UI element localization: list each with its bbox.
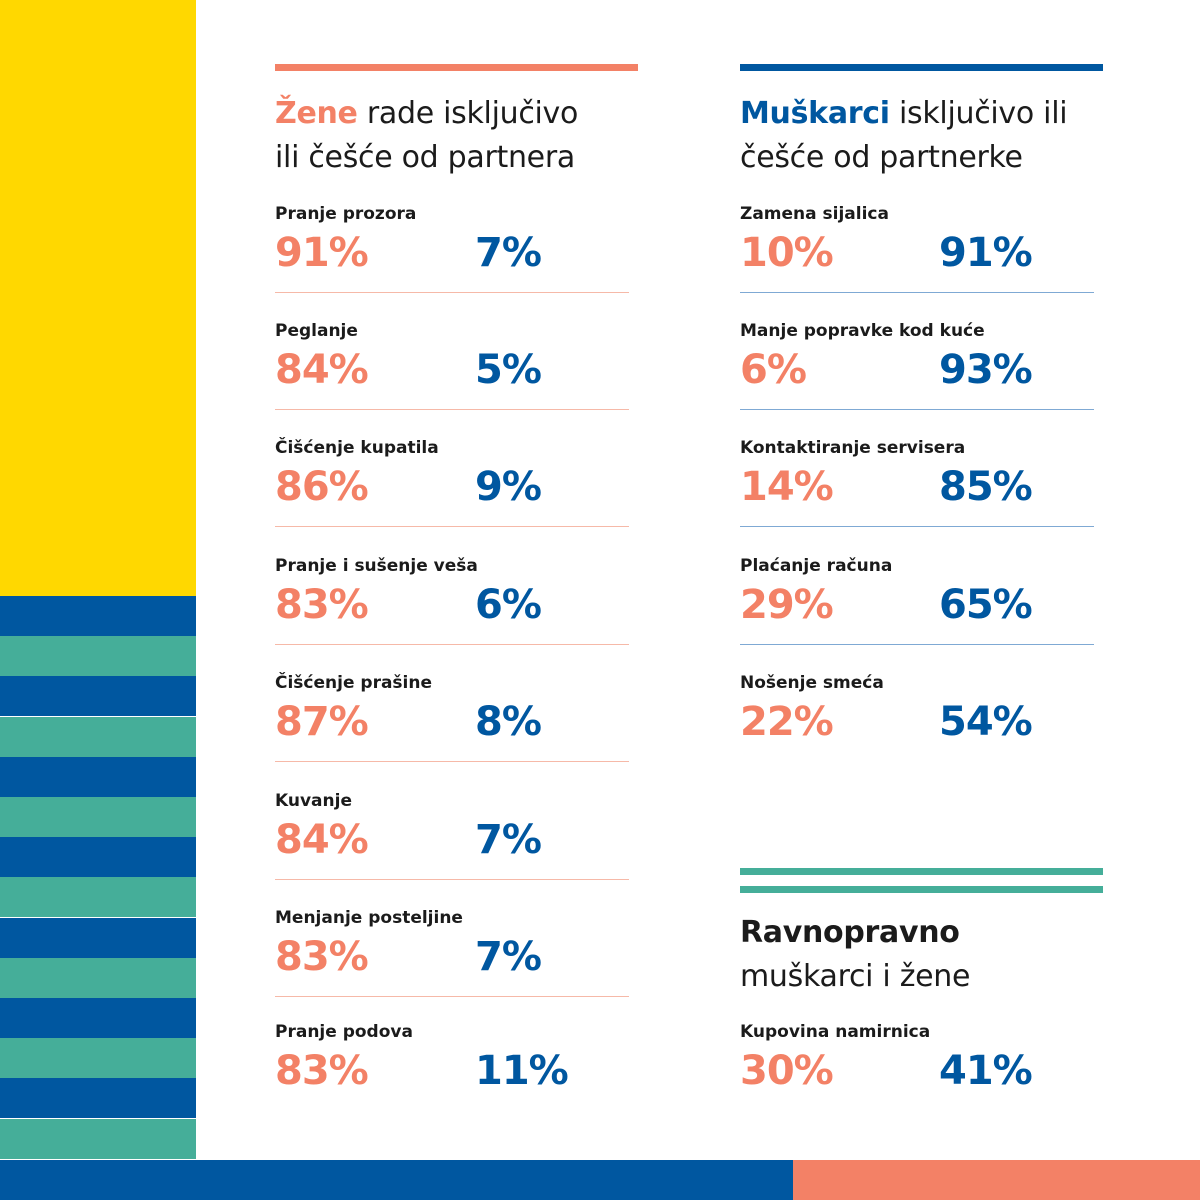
equal-title-line2: muškarci i žene xyxy=(740,959,971,994)
women-women-percent: 91% xyxy=(275,230,369,276)
women-section-top-bar xyxy=(275,64,638,71)
women-title-highlight: Žene xyxy=(275,96,358,131)
women-task-label: Pranje prozora xyxy=(275,204,417,224)
men-men-percent: 65% xyxy=(939,582,1033,628)
men-task-label: Manje popravke kod kuće xyxy=(740,321,985,341)
men-women-percent: 29% xyxy=(740,582,834,628)
stripe xyxy=(0,877,196,918)
women-title-rest: rade isključivo xyxy=(357,96,579,131)
men-women-percent: 14% xyxy=(740,464,834,510)
women-women-percent: 84% xyxy=(275,347,369,393)
equal-section-title: Ravnopravno muškarci i žene xyxy=(740,911,1140,999)
stripe xyxy=(0,716,196,757)
women-row-separator xyxy=(275,879,629,880)
women-row-separator xyxy=(275,526,629,527)
stripe xyxy=(0,957,196,998)
men-row-separator xyxy=(740,526,1094,527)
yellow-panel xyxy=(0,0,196,596)
men-women-percent: 22% xyxy=(740,699,834,745)
women-women-percent: 84% xyxy=(275,817,369,863)
women-task-label: Čišćenje kupatila xyxy=(275,438,439,458)
women-row-separator xyxy=(275,409,629,410)
women-men-percent: 5% xyxy=(475,347,542,393)
men-title-rest: isključivo ili xyxy=(889,96,1068,131)
women-row-separator xyxy=(275,761,629,762)
men-row-separator xyxy=(740,292,1094,293)
women-women-percent: 86% xyxy=(275,464,369,510)
stripe xyxy=(0,596,196,636)
men-task-label: Plaćanje računa xyxy=(740,556,893,576)
women-task-label: Čišćenje prašine xyxy=(275,673,433,693)
equal-section-top-bar-2 xyxy=(740,886,1103,893)
women-row-separator xyxy=(275,292,629,293)
women-women-percent: 83% xyxy=(275,934,369,980)
women-men-percent: 7% xyxy=(475,934,542,980)
stripe xyxy=(0,1118,196,1159)
men-row-separator xyxy=(740,644,1094,645)
men-women-percent: 6% xyxy=(740,347,807,393)
men-men-percent: 54% xyxy=(939,699,1033,745)
women-men-percent: 7% xyxy=(475,230,542,276)
equal-task-label: Kupovina namirnica xyxy=(740,1022,931,1042)
stripe xyxy=(0,676,196,717)
stripe xyxy=(0,1078,196,1119)
women-women-percent: 87% xyxy=(275,699,369,745)
men-title-highlight: Muškarci xyxy=(740,96,890,131)
women-women-percent: 83% xyxy=(275,582,369,628)
women-title-line2: ili češće od partnera xyxy=(275,140,575,175)
stripe xyxy=(0,797,196,837)
women-row-separator xyxy=(275,996,629,997)
women-men-percent: 11% xyxy=(475,1048,569,1094)
men-task-label: Nošenje smeća xyxy=(740,673,884,693)
stripe xyxy=(0,756,196,797)
men-task-label: Zamena sijalica xyxy=(740,204,889,224)
men-section-top-bar xyxy=(740,64,1103,71)
bottom-blue-band xyxy=(0,1160,793,1200)
bottom-coral-band xyxy=(793,1160,1200,1200)
women-men-percent: 6% xyxy=(475,582,542,628)
women-task-label: Pranje i sušenje veša xyxy=(275,556,478,576)
women-men-percent: 7% xyxy=(475,817,542,863)
women-row-separator xyxy=(275,644,629,645)
men-men-percent: 93% xyxy=(939,347,1033,393)
equal-women-percent: 30% xyxy=(740,1048,834,1094)
women-task-label: Kuvanje xyxy=(275,791,352,811)
men-men-percent: 85% xyxy=(939,464,1033,510)
women-men-percent: 8% xyxy=(475,699,542,745)
women-task-label: Peglanje xyxy=(275,321,358,341)
women-men-percent: 9% xyxy=(475,464,542,510)
stripe xyxy=(0,917,196,958)
women-section-title: Žene rade isključivo ili češće od partne… xyxy=(275,92,675,180)
stripe xyxy=(0,636,196,677)
men-men-percent: 91% xyxy=(939,230,1033,276)
men-women-percent: 10% xyxy=(740,230,834,276)
men-row-separator xyxy=(740,409,1094,410)
equal-men-percent: 41% xyxy=(939,1048,1033,1094)
equal-title-bold: Ravnopravno xyxy=(740,915,960,950)
stripe xyxy=(0,837,196,878)
stripe xyxy=(0,1038,196,1079)
women-task-label: Pranje podova xyxy=(275,1022,413,1042)
women-women-percent: 83% xyxy=(275,1048,369,1094)
equal-section-top-bar-1 xyxy=(740,868,1103,875)
women-task-label: Menjanje posteljine xyxy=(275,908,463,928)
stripe xyxy=(0,998,196,1038)
men-section-title: Muškarci isključivo ili češće od partner… xyxy=(740,92,1160,180)
men-title-line2: češće od partnerke xyxy=(740,140,1023,175)
men-task-label: Kontaktiranje servisera xyxy=(740,438,966,458)
